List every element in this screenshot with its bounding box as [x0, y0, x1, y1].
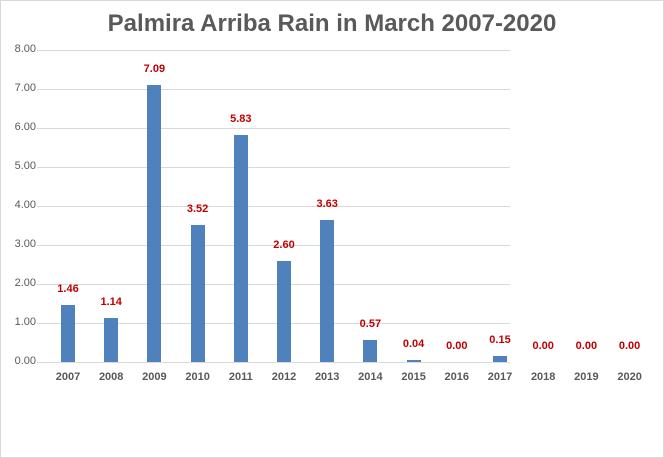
y-tick-label: 6.00: [14, 121, 36, 133]
y-tick-label: 3.00: [14, 238, 36, 250]
data-label: 0.15: [489, 334, 511, 347]
gridline: [37, 245, 510, 246]
data-label: 0.00: [532, 340, 554, 352]
data-label: 3.63: [316, 198, 338, 211]
bar-2010: [190, 224, 205, 362]
x-tick-label: 2020: [617, 371, 642, 383]
x-tick-label: 2008: [98, 371, 124, 383]
x-tick-label: 2013: [314, 371, 340, 383]
y-tick-label: 2.00: [14, 277, 36, 289]
data-label: 7.09: [143, 63, 166, 76]
data-label: 0.00: [575, 340, 598, 352]
chart-title: Palmira Arriba Rain in March 2007-2020: [107, 10, 557, 37]
bar-2017: [493, 356, 507, 362]
gridline: [37, 284, 510, 285]
bar-2013: [320, 220, 335, 362]
gridline: [37, 128, 510, 129]
data-label: 0.00: [446, 340, 468, 352]
bar-2012: [277, 260, 291, 362]
y-tick-label: 8.00: [14, 43, 36, 55]
x-tick-label: 2009: [142, 371, 167, 383]
gridline: [37, 50, 510, 51]
data-label: 2.60: [273, 238, 295, 251]
data-label: 1.14: [100, 295, 122, 308]
y-tick-label: 1.00: [14, 316, 36, 328]
gridline: [37, 89, 510, 90]
gridline: [37, 362, 510, 363]
bar-2011: [233, 134, 248, 362]
bar-2014: [363, 339, 378, 362]
data-label: 0.00: [618, 340, 641, 352]
x-tick-label: 2015: [401, 371, 426, 383]
data-label: 3.52: [186, 202, 209, 215]
y-tick-label: 4.00: [14, 199, 36, 211]
bar-2009: [147, 85, 162, 362]
x-tick-label: 2016: [444, 371, 470, 383]
x-tick-label: 2007: [55, 371, 81, 383]
x-tick-label: 2019: [574, 371, 599, 383]
y-tick-label: 5.00: [14, 160, 36, 172]
gridline: [37, 167, 510, 168]
data-label: 1.46: [57, 283, 79, 296]
data-label: 0.57: [359, 317, 382, 330]
bar-2007: [61, 305, 75, 362]
data-label: 5.83: [230, 112, 252, 125]
x-tick-label: 2014: [358, 371, 383, 383]
bar-2008: [104, 317, 119, 362]
x-tick-label: 2018: [530, 371, 556, 383]
bar-2015: [406, 360, 421, 362]
x-tick-label: 2011: [228, 371, 253, 383]
x-tick-label: 2017: [487, 371, 513, 383]
data-label: 0.04: [402, 338, 425, 351]
y-tick-label: 7.00: [14, 82, 36, 94]
y-tick-label: 0.00: [14, 355, 36, 367]
x-tick-label: 2010: [185, 371, 210, 383]
x-tick-label: 2012: [271, 371, 297, 383]
gridline: [37, 206, 510, 207]
gridline: [37, 323, 510, 324]
